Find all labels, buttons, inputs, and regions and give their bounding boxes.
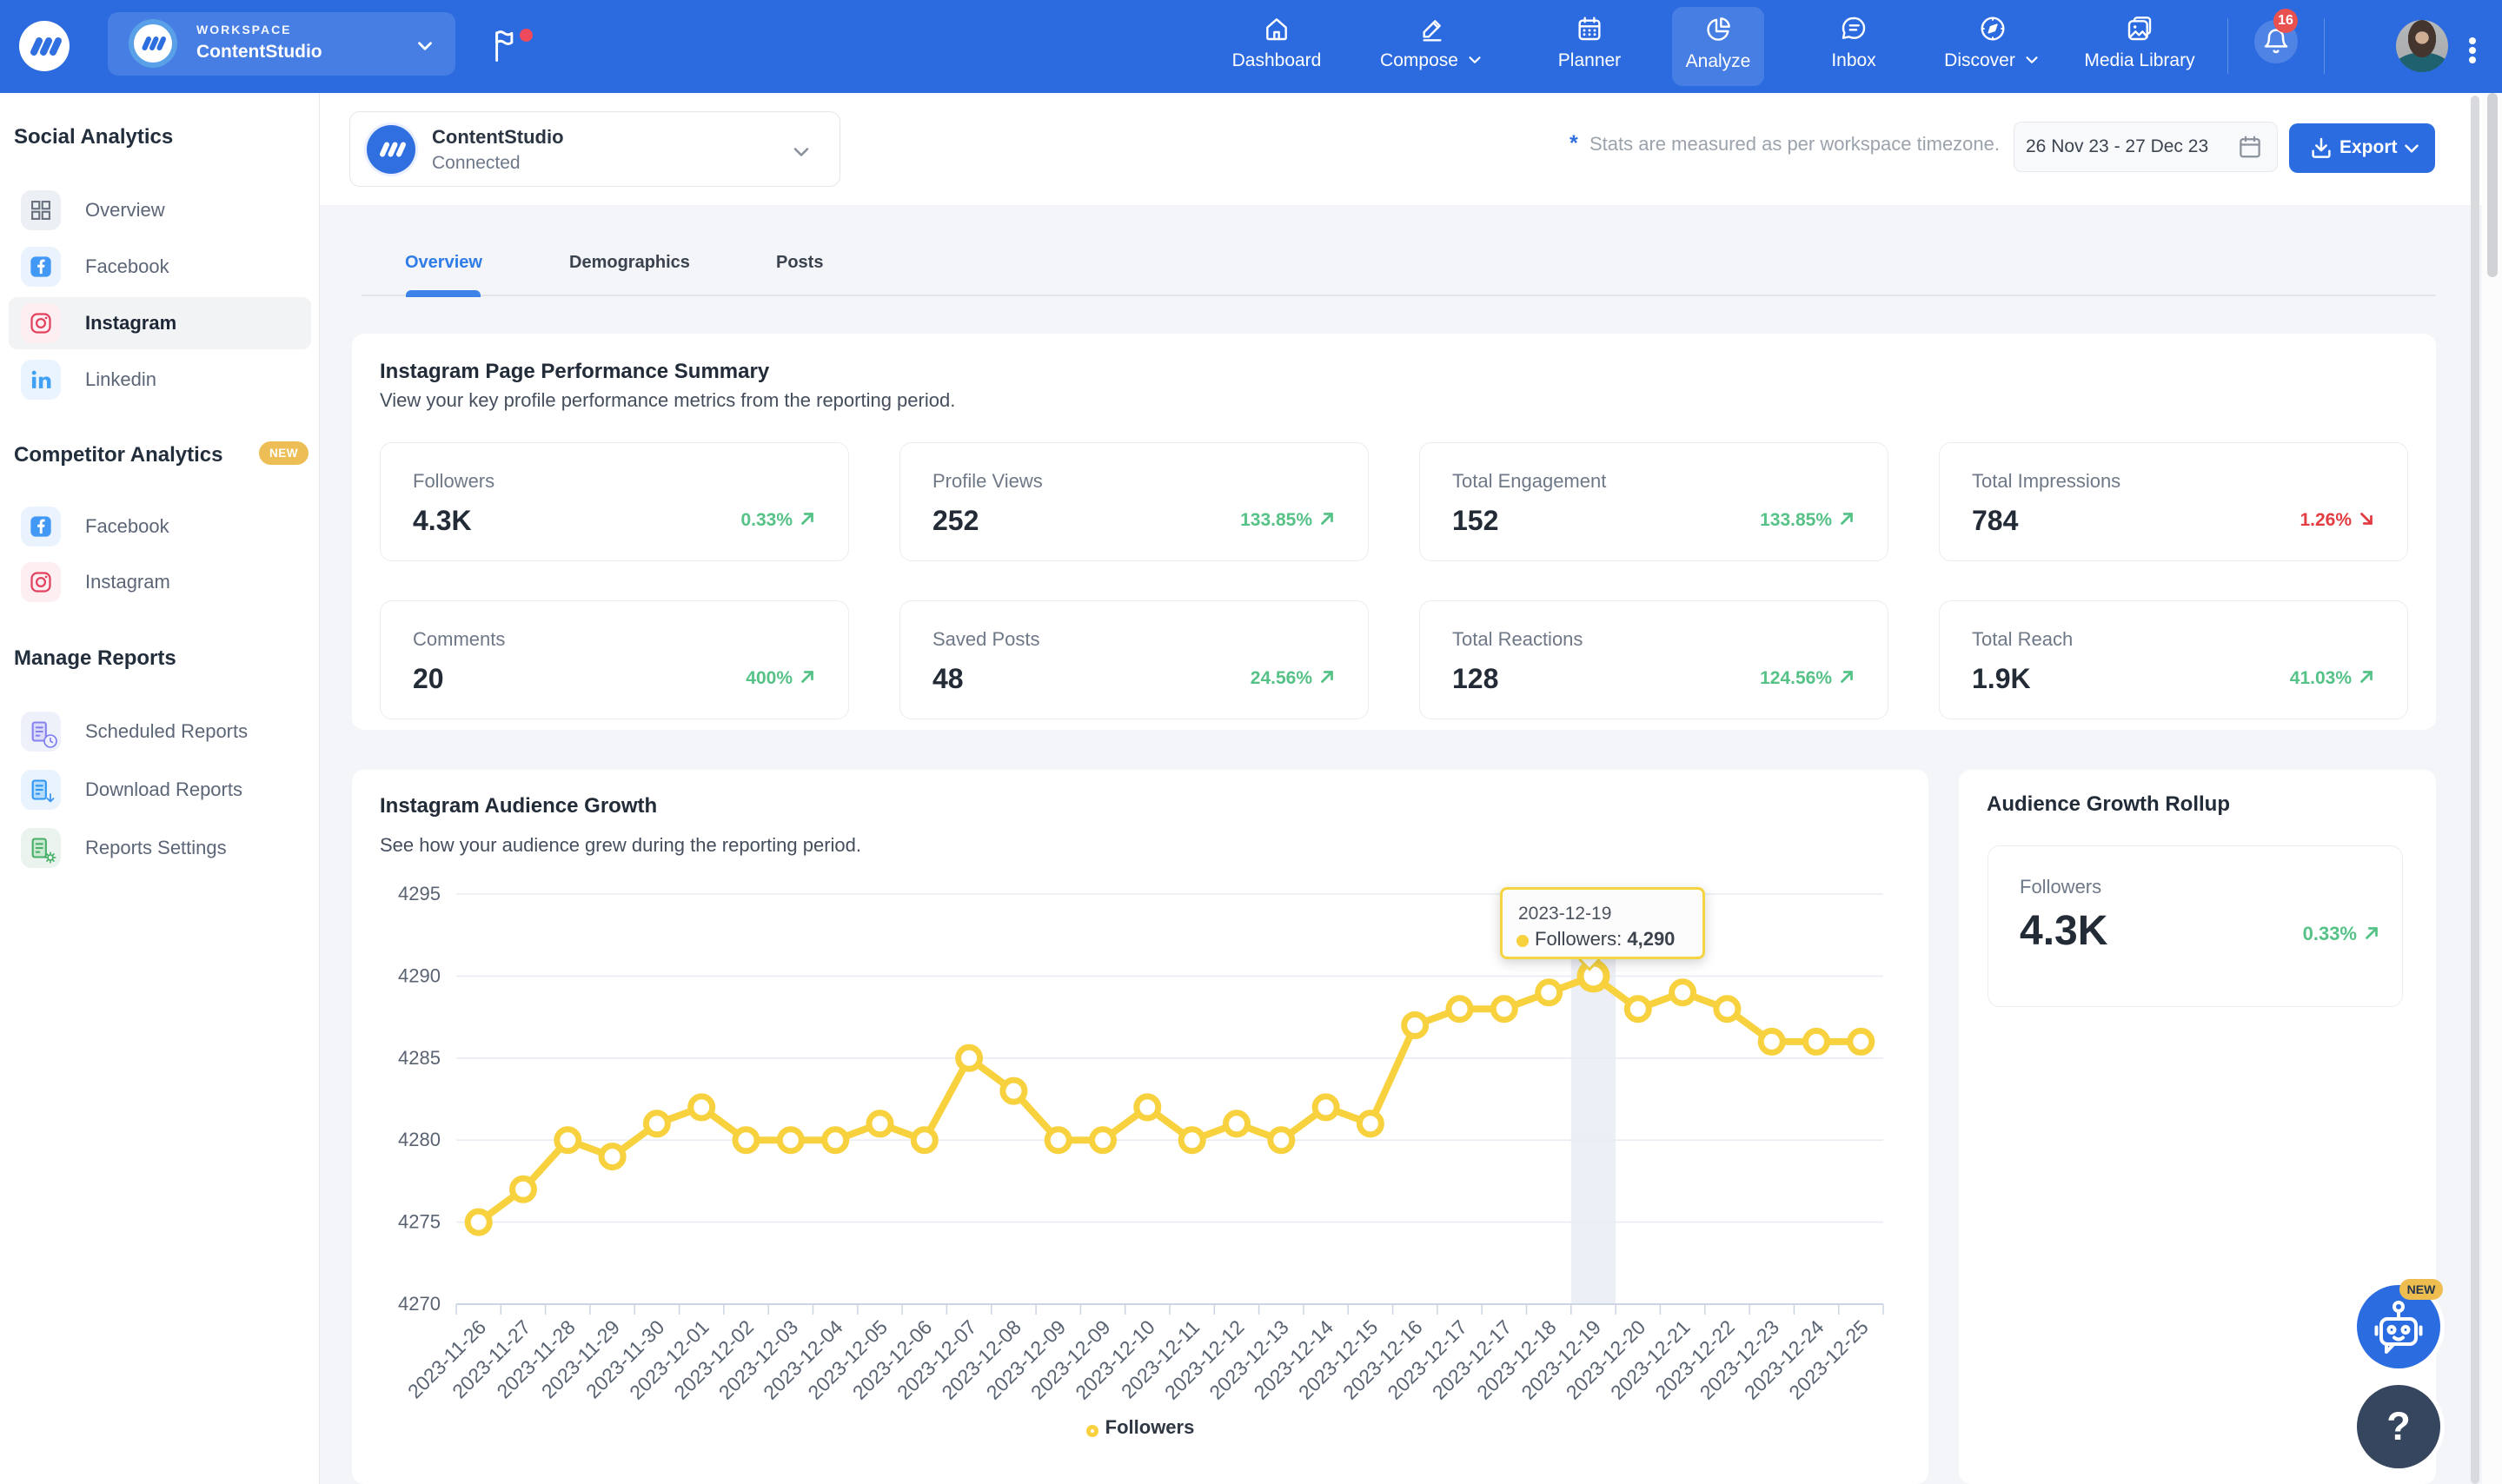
svg-text:4275: 4275 xyxy=(398,1211,441,1233)
svg-text:4295: 4295 xyxy=(398,883,441,904)
svg-text:4280: 4280 xyxy=(398,1129,441,1150)
svg-text:4290: 4290 xyxy=(398,964,441,986)
svg-text:4285: 4285 xyxy=(398,1047,441,1069)
svg-text:4270: 4270 xyxy=(398,1293,441,1315)
